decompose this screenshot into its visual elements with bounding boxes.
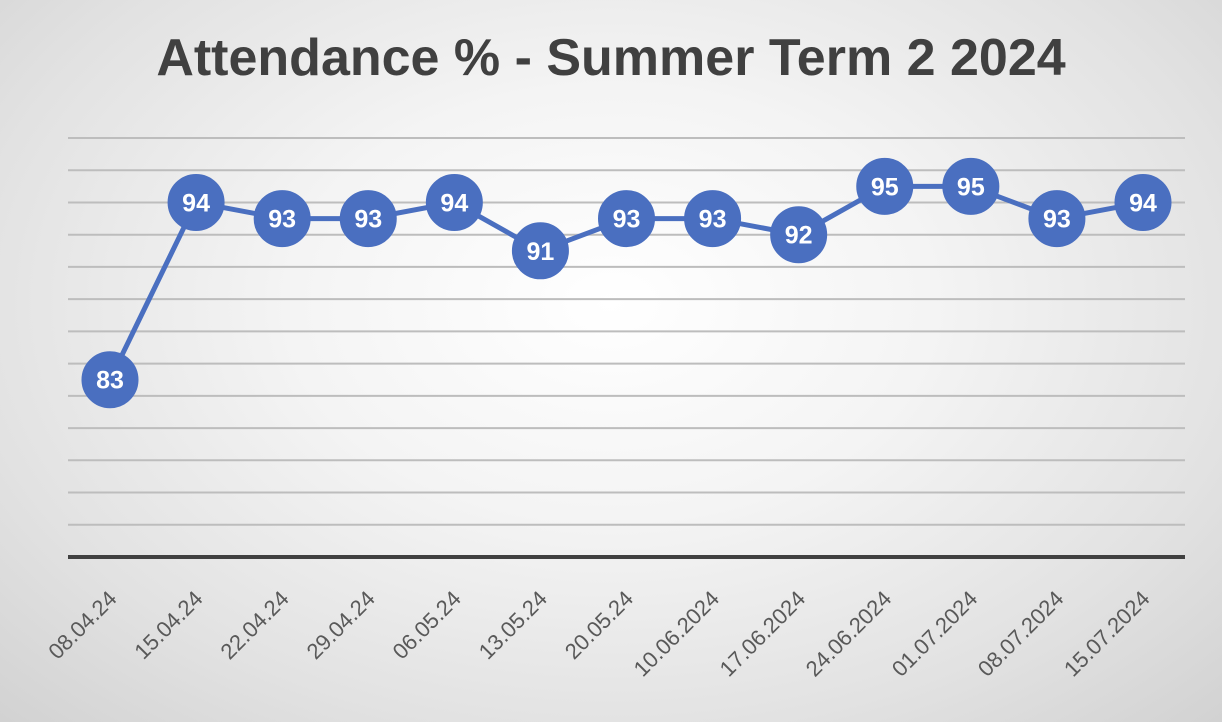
x-tick-label: 22.04.24 xyxy=(215,586,293,664)
x-tick-label: 01.07.2024 xyxy=(887,586,983,682)
x-axis-tick-labels: 08.04.24 15.04.24 22.04.24 29.04.24 06.05.24… xyxy=(43,586,1154,682)
x-tick-label: 15.04.24 xyxy=(129,586,207,664)
data-label: 93 xyxy=(268,206,296,234)
x-tick-label: 15.07.2024 xyxy=(1059,586,1155,682)
data-label: 93 xyxy=(699,206,727,234)
data-point-marker xyxy=(339,190,397,248)
x-tick-label: 08.04.24 xyxy=(43,586,121,664)
data-point-marker xyxy=(1114,173,1172,231)
data-label: 95 xyxy=(957,173,985,201)
data-label: 83 xyxy=(96,367,124,395)
data-label: 94 xyxy=(440,189,468,217)
data-label: 93 xyxy=(1043,206,1071,234)
data-point-marker xyxy=(598,190,655,248)
data-point-marker xyxy=(511,222,569,280)
data-point-marker xyxy=(253,190,311,248)
data-point-marker xyxy=(167,173,225,231)
data-point-marker xyxy=(684,190,742,248)
data-point-marker xyxy=(942,157,1000,215)
x-tick-label: 06.05.24 xyxy=(388,586,466,664)
x-tick-label: 24.06.2024 xyxy=(801,586,897,682)
data-label: 92 xyxy=(785,222,813,250)
data-label: 94 xyxy=(182,189,210,217)
x-tick-label: 08.07.2024 xyxy=(973,586,1069,682)
data-label: 93 xyxy=(613,206,641,234)
chart-title: Attendance % - Summer Term 2 2024 xyxy=(156,29,1066,87)
data-label: 91 xyxy=(527,238,555,266)
x-tick-label: 17.06.2024 xyxy=(715,586,811,682)
data-point-marker xyxy=(770,206,828,264)
data-point-marker xyxy=(856,157,914,215)
data-label: 93 xyxy=(354,206,382,234)
x-tick-label: 10.06.2024 xyxy=(629,586,725,682)
x-tick-label: 29.04.24 xyxy=(302,586,380,664)
data-label: 94 xyxy=(1129,189,1157,217)
data-markers: 83 94 93 93 94 91 93 93 92 95 95 93 94 xyxy=(81,157,1172,409)
data-point-marker xyxy=(425,173,483,231)
data-point-marker xyxy=(81,351,139,409)
data-point-marker xyxy=(1028,190,1086,248)
x-tick-label: 20.05.24 xyxy=(560,586,638,664)
x-tick-label: 13.05.24 xyxy=(474,586,552,664)
data-label: 95 xyxy=(871,173,899,201)
